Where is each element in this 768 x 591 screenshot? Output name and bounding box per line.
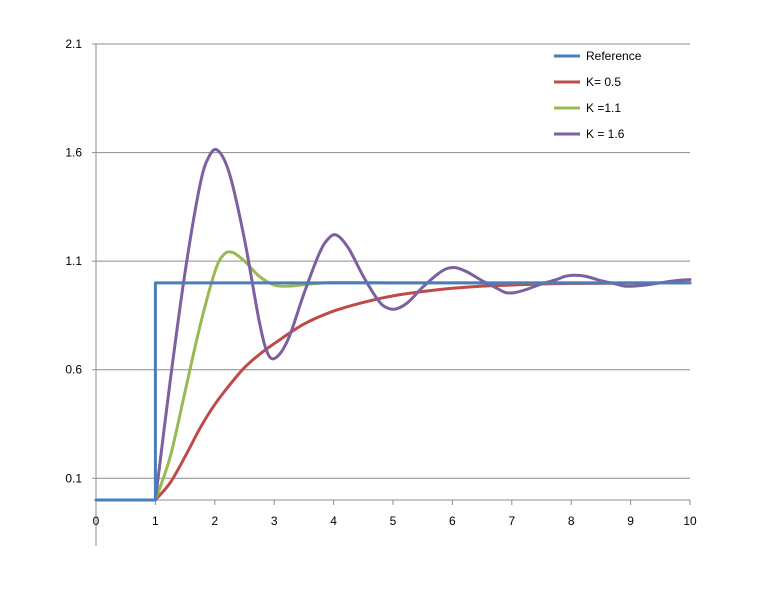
y-tick-label: 1.6 <box>65 146 82 160</box>
series-lines <box>94 147 692 502</box>
legend-label: K= 0.5 <box>586 75 621 89</box>
y-tick-label: 1.1 <box>65 254 82 268</box>
series-line-k-1-6 <box>153 147 692 502</box>
legend-label: K =1.1 <box>586 101 621 115</box>
x-tick-label: 2 <box>211 514 218 528</box>
y-axis-ticks: 0.1 0.6 1.1 1.6 2.1 <box>65 37 96 485</box>
legend-label: K = 1.6 <box>586 127 625 141</box>
x-tick-label: 5 <box>390 514 397 528</box>
x-tick-label: 6 <box>449 514 456 528</box>
y-tick-label: 0.1 <box>65 471 82 485</box>
legend: Reference K= 0.5 K =1.1 K = 1.6 <box>554 49 642 141</box>
x-tick-label: 10 <box>683 514 697 528</box>
legend-label: Reference <box>586 49 642 63</box>
x-tick-label: 7 <box>508 514 515 528</box>
series-line-reference <box>94 281 692 502</box>
x-tick-label: 3 <box>271 514 278 528</box>
x-tick-label: 8 <box>568 514 575 528</box>
x-tick-label: 4 <box>330 514 337 528</box>
y-tick-label: 0.6 <box>65 363 82 377</box>
x-tick-label: 0 <box>93 514 100 528</box>
y-tick-label: 2.1 <box>65 37 82 51</box>
x-tick-label: 9 <box>627 514 634 528</box>
grid-lines <box>96 43 690 479</box>
x-axis-ticks: 0 1 2 3 4 5 6 7 8 9 10 <box>93 500 697 528</box>
x-tick-label: 1 <box>152 514 159 528</box>
series-line-k-0-5 <box>153 281 692 502</box>
